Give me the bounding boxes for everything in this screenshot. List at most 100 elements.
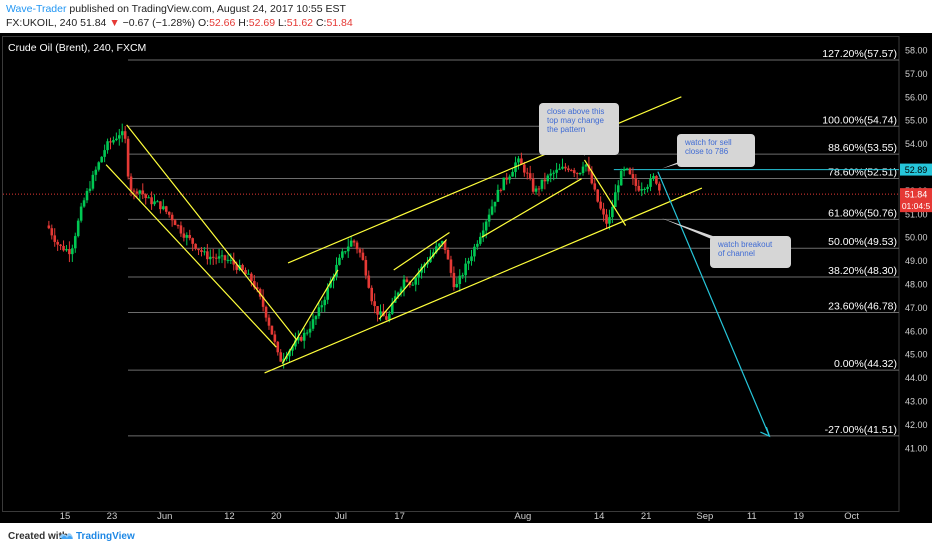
candle-body: [619, 170, 623, 186]
candle-body: [399, 288, 403, 293]
candle-body: [156, 201, 159, 203]
candle-body: [449, 259, 453, 273]
fib-label: 0.00%(44.32): [834, 358, 897, 370]
candle-body: [291, 346, 294, 351]
candle-body: [91, 174, 95, 189]
candle-body: [499, 189, 503, 191]
channel-line: [105, 164, 277, 348]
candle-body: [144, 194, 148, 199]
y-tick-label: 41.00: [905, 443, 928, 453]
candle-body: [297, 337, 300, 341]
y-tick-label: 43.00: [905, 397, 928, 407]
candle-body: [270, 325, 274, 335]
candle-body: [426, 262, 429, 265]
tradingview-brand-link[interactable]: TradingView: [76, 531, 135, 542]
candle-body: [590, 171, 594, 184]
candle-body: [250, 273, 253, 282]
candle-body: [552, 172, 555, 174]
fib-label: 78.60%(52.51): [828, 166, 897, 178]
candle-body: [634, 178, 638, 186]
candle-body: [97, 162, 101, 170]
candle-body: [584, 164, 588, 167]
candle-body: [440, 241, 444, 244]
forecast-arrow-line: [657, 171, 770, 437]
close-label: C:: [315, 17, 327, 29]
candle-body: [567, 168, 570, 171]
candle-body: [185, 235, 189, 238]
fib-label: 100.00%(54.74): [822, 114, 897, 126]
candle-body: [76, 220, 80, 237]
channel-line: [481, 178, 582, 238]
x-tick-label: 11: [747, 511, 757, 522]
x-tick-label: 21: [641, 511, 652, 522]
candle-body: [370, 287, 374, 302]
y-tick-label: 48.00: [905, 280, 928, 290]
candle-body: [217, 256, 221, 259]
low-label: L:: [277, 17, 287, 29]
candle-body: [211, 256, 215, 258]
candle-body: [123, 131, 127, 139]
channel-line: [264, 187, 703, 374]
y-tick-label: 47.00: [905, 303, 928, 313]
x-tick-label: 15: [60, 511, 71, 522]
candle-body: [47, 225, 51, 229]
candle-body: [62, 245, 65, 251]
fib-label: 38.20%(48.30): [828, 265, 897, 277]
candle-body: [68, 249, 71, 255]
candle-body: [561, 166, 564, 169]
candle-body: [361, 252, 365, 260]
candle-body: [637, 185, 641, 191]
candle-body: [167, 211, 171, 215]
callout-text: of channel: [718, 249, 755, 258]
x-tick-label: Sep: [696, 511, 713, 522]
candle-body: [194, 243, 197, 249]
y-tick-label: 46.00: [905, 326, 928, 336]
plot-border: [2, 36, 900, 512]
candle-body: [120, 131, 124, 136]
candle-body: [314, 316, 318, 320]
x-tick-label: 17: [394, 511, 405, 522]
candle-body: [569, 170, 573, 172]
candle-body: [311, 319, 315, 329]
price-chart[interactable]: 127.20%(57.57) 100.00%(54.74) 88.60%(53.55…: [0, 33, 932, 523]
candle-body: [443, 241, 447, 250]
y-tick-label: 42.00: [905, 420, 928, 430]
candle-body: [352, 240, 356, 243]
candle-body: [335, 264, 338, 277]
candle-body: [511, 171, 514, 177]
fib-label: 127.20%(57.57): [822, 48, 897, 60]
y-tick-label: 57.00: [905, 69, 928, 79]
candle-body: [455, 284, 459, 288]
candle-body: [138, 190, 142, 194]
candle-body: [223, 255, 227, 261]
high-label: H:: [238, 17, 249, 29]
candle-body: [467, 260, 470, 264]
candle-body: [88, 188, 92, 191]
callout-box: [539, 103, 619, 155]
candle-body: [285, 356, 288, 359]
created-with-text: Created with: [8, 531, 69, 542]
candle-body: [473, 246, 476, 257]
candle-body: [602, 208, 605, 215]
candle-body: [402, 279, 406, 289]
candle-body: [390, 302, 394, 314]
y-tick-label: 55.00: [905, 116, 928, 126]
publisher-link[interactable]: Wave-Trader: [6, 3, 67, 15]
y-tick-label: 44.00: [905, 373, 928, 383]
y-tick-label: 54.00: [905, 139, 928, 149]
candle-body: [537, 188, 541, 190]
candle-body: [437, 243, 441, 247]
high-value: 52.69: [248, 17, 276, 29]
candle-body: [206, 251, 209, 260]
candle-body: [308, 328, 312, 333]
candle-body: [197, 248, 200, 251]
candle-body: [396, 292, 400, 297]
candle-body: [203, 251, 206, 253]
candle-body: [141, 190, 145, 195]
chart-area[interactable]: 127.20%(57.57) 100.00%(54.74) 88.60%(53.55…: [0, 33, 932, 523]
candle-body: [643, 188, 646, 190]
candle-body: [276, 341, 280, 353]
y-tick-label: 58.00: [905, 46, 928, 56]
candle-body: [414, 277, 418, 285]
candle-body: [558, 168, 561, 170]
